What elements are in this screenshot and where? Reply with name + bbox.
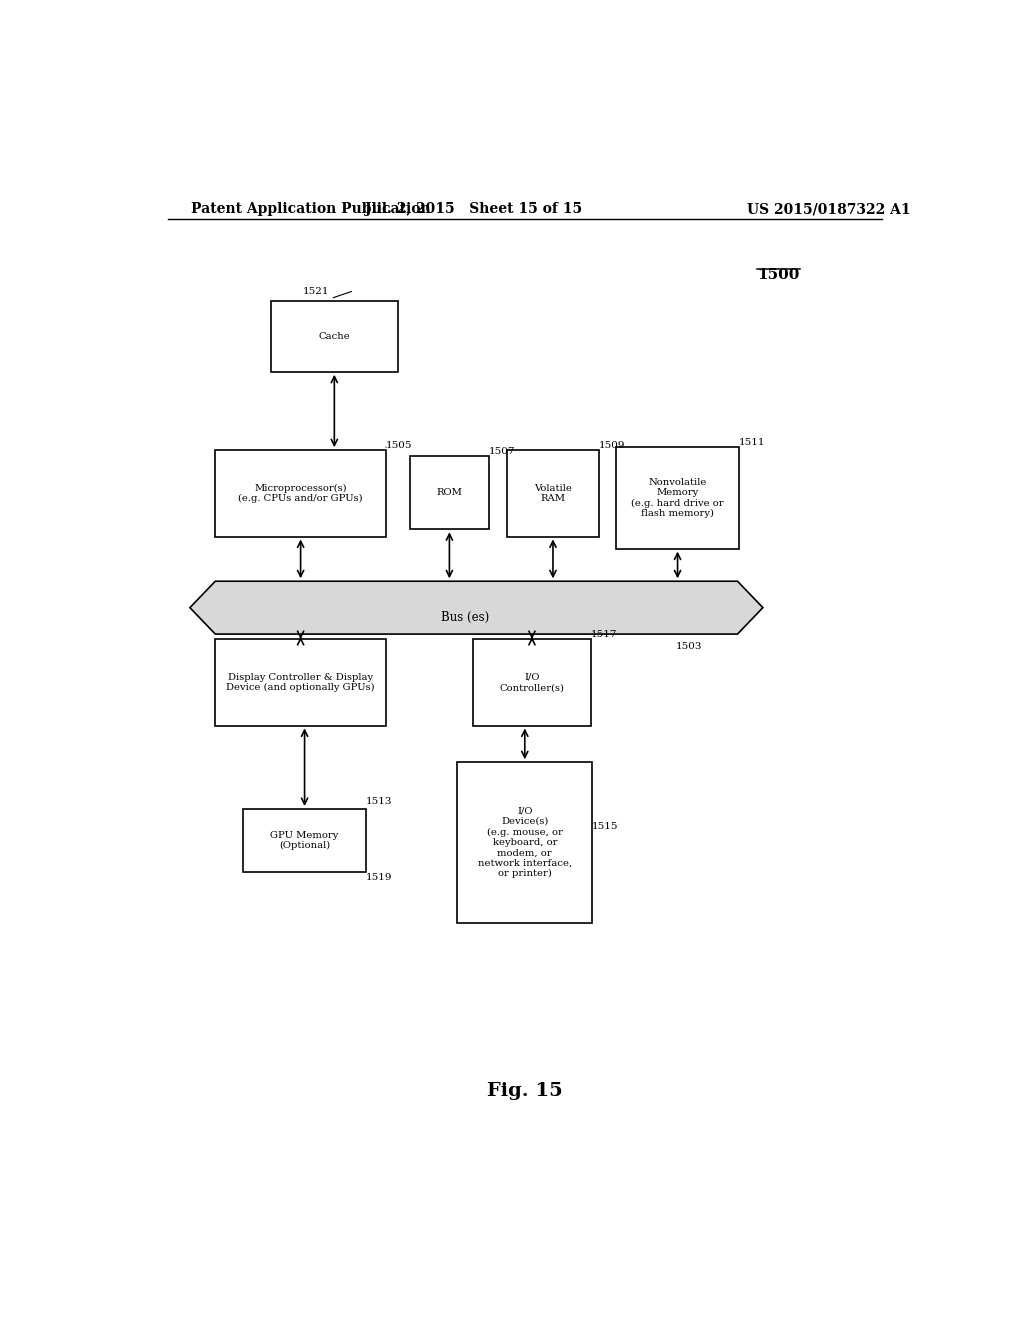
Text: Volatile
RAM: Volatile RAM xyxy=(535,483,572,503)
Bar xyxy=(458,762,592,923)
Text: 1511: 1511 xyxy=(739,438,766,447)
Text: 1507: 1507 xyxy=(489,447,516,457)
Bar xyxy=(270,301,397,372)
Text: 1515: 1515 xyxy=(592,822,618,832)
Text: Nonvolatile
Memory
(e.g. hard drive or
flash memory): Nonvolatile Memory (e.g. hard drive or f… xyxy=(631,478,724,519)
Text: 1517: 1517 xyxy=(591,630,617,639)
Bar xyxy=(410,457,489,529)
Text: I/O
Device(s)
(e.g. mouse, or
keyboard, or
modem, or
network interface,
or print: I/O Device(s) (e.g. mouse, or keyboard, … xyxy=(477,807,572,878)
Text: Bus (es): Bus (es) xyxy=(441,611,489,623)
Text: US 2015/0187322 A1: US 2015/0187322 A1 xyxy=(748,202,910,216)
Text: 1513: 1513 xyxy=(367,797,392,805)
Bar xyxy=(616,447,739,549)
Text: 1503: 1503 xyxy=(676,643,702,651)
Bar xyxy=(243,809,367,873)
Text: 1519: 1519 xyxy=(367,873,392,882)
Text: Microprocessor(s)
(e.g. CPUs and/or GPUs): Microprocessor(s) (e.g. CPUs and/or GPUs… xyxy=(239,483,362,503)
Text: 1509: 1509 xyxy=(599,441,625,450)
Text: GPU Memory
(Optional): GPU Memory (Optional) xyxy=(270,830,339,850)
Bar xyxy=(507,450,599,536)
Text: 1505: 1505 xyxy=(386,441,413,450)
Text: ROM: ROM xyxy=(436,488,463,498)
Bar xyxy=(215,639,386,726)
Text: 1521: 1521 xyxy=(303,286,329,296)
Text: 1500: 1500 xyxy=(758,268,800,282)
Text: Fig. 15: Fig. 15 xyxy=(487,1082,562,1101)
Bar xyxy=(473,639,591,726)
Text: Cache: Cache xyxy=(318,331,350,341)
Text: Jul. 2, 2015   Sheet 15 of 15: Jul. 2, 2015 Sheet 15 of 15 xyxy=(365,202,582,216)
Text: Patent Application Publication: Patent Application Publication xyxy=(191,202,431,216)
Text: Display Controller & Display
Device (and optionally GPUs): Display Controller & Display Device (and… xyxy=(226,673,375,692)
Bar xyxy=(215,450,386,536)
Text: I/O
Controller(s): I/O Controller(s) xyxy=(500,673,564,692)
Polygon shape xyxy=(189,581,763,634)
